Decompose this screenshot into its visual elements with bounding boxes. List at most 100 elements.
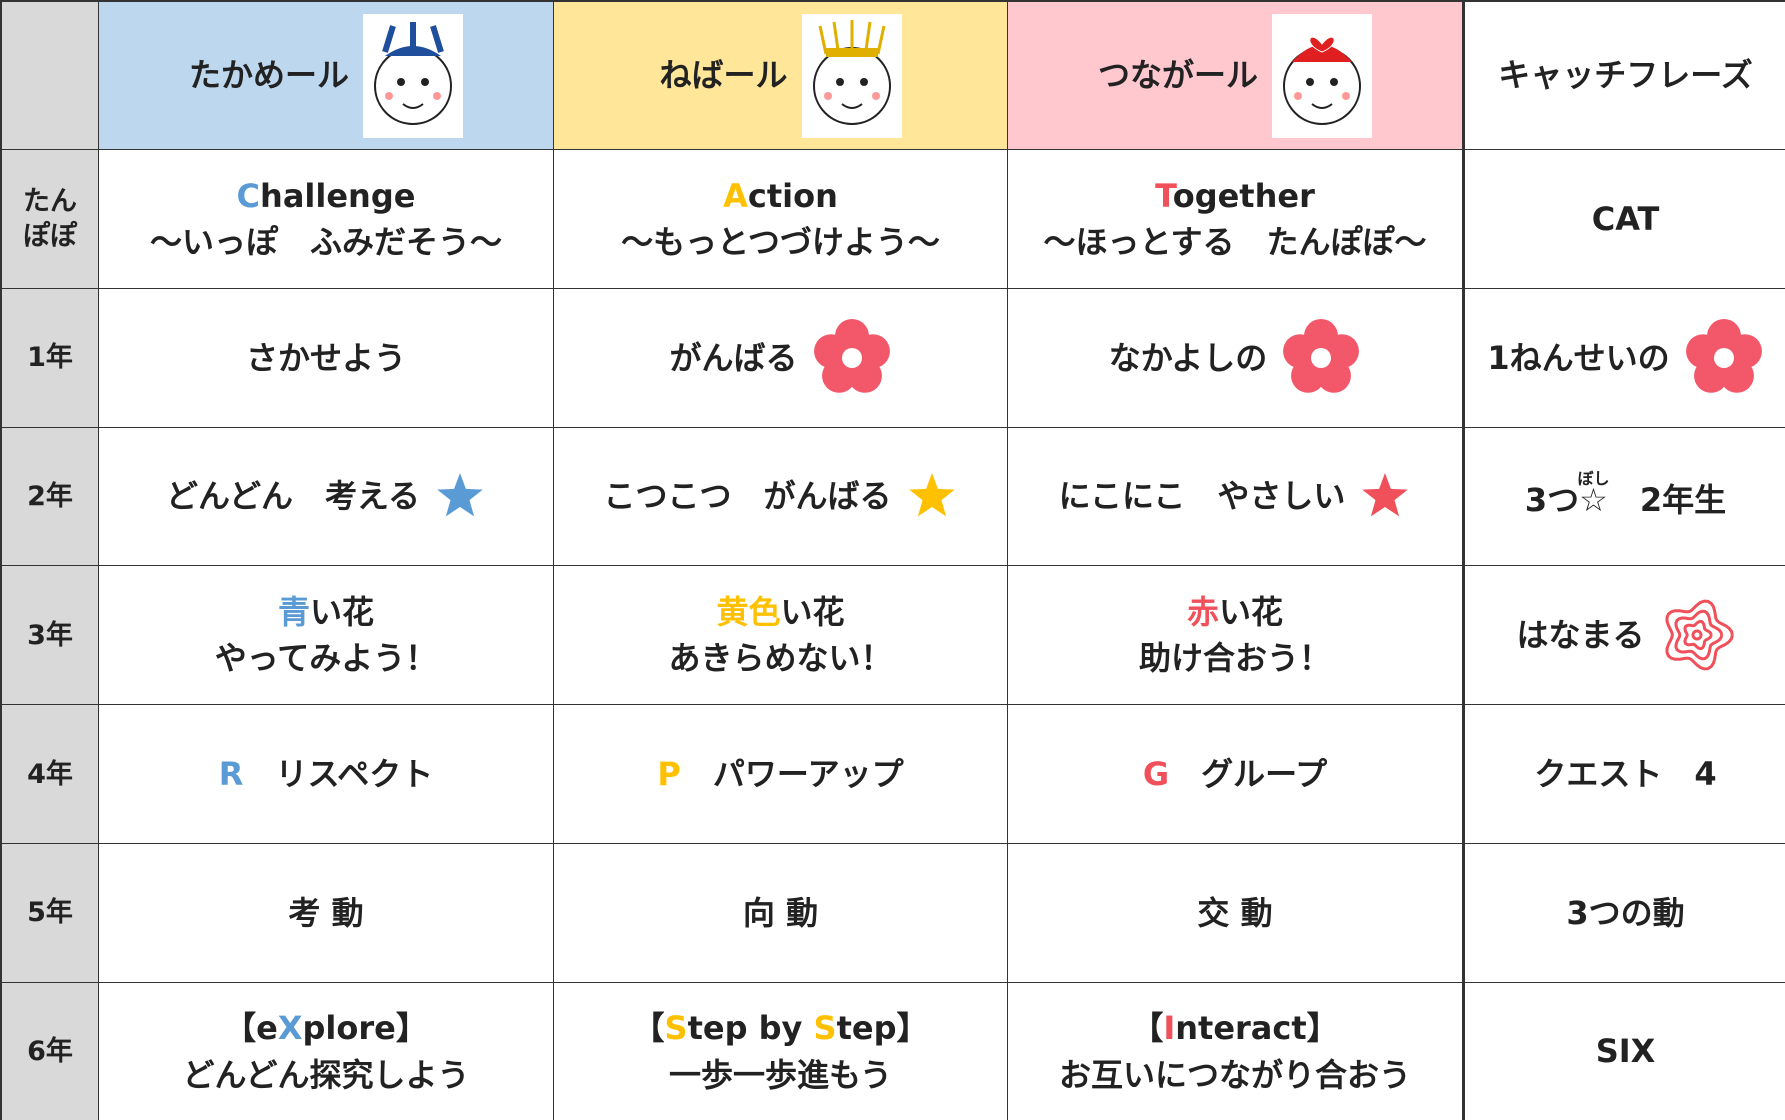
text-line: 【Step by Step】: [633, 1005, 929, 1051]
table-cell: Action ～もっとつづけよう～: [554, 150, 1008, 289]
text-segment: P: [657, 754, 681, 793]
ruby-text: ☆ぼし: [1577, 469, 1609, 519]
text-segment: い花: [780, 592, 845, 631]
text-line: CAT: [1592, 196, 1660, 242]
row-label: たん ぽぽ: [2, 150, 99, 289]
cell-text: 【eXplore】 どんどん探究しよう: [182, 1005, 469, 1098]
text-segment: い花: [310, 592, 375, 631]
cell-text: Challenge ～いっぽ ふみだそう～: [150, 173, 502, 266]
text-segment: どんどん 考える: [165, 477, 421, 516]
star-icon: [1362, 473, 1409, 517]
cell-text: P パワーアップ: [657, 751, 903, 797]
header-cell: つながール: [1008, 2, 1463, 150]
header-cell: キャッチフレーズ: [1463, 2, 1785, 150]
row-label-text: 2年: [27, 480, 73, 512]
text-line: 【eXplore】: [182, 1005, 469, 1051]
text-line: こつこつ がんばる: [603, 473, 891, 519]
table-cell: 1ねんせいの: [1463, 288, 1785, 428]
text-segment: がんばる: [669, 338, 798, 377]
cell-text: 向 動: [743, 890, 818, 936]
text-line: はなまる: [1516, 612, 1644, 658]
text-segment: I: [1163, 1009, 1176, 1048]
mascot-face: [363, 13, 463, 138]
text-segment: T: [1155, 176, 1173, 215]
cell-text: 3つの動: [1566, 890, 1684, 936]
text-segment: plore】: [302, 1009, 428, 1048]
row-label: 2年: [2, 427, 99, 567]
text-segment: パワーアップ: [680, 754, 904, 793]
text-line: 黄色い花: [668, 589, 892, 635]
text-segment: 【e: [224, 1009, 278, 1048]
text-line: Together: [1043, 173, 1426, 219]
table-cell: 赤い花 助け合おう！: [1008, 566, 1463, 706]
row-label: 3年: [2, 566, 99, 706]
text-line: R リスペクト: [219, 751, 433, 797]
mascot-face: [1272, 13, 1372, 138]
table-cell: 【eXplore】 どんどん探究しよう: [99, 982, 554, 1120]
table-cell: 向 動: [554, 843, 1008, 983]
text-segment: X: [277, 1009, 303, 1048]
table-cell: G グループ: [1008, 705, 1463, 844]
text-line: 【Interact】: [1059, 1005, 1411, 1051]
cell-text: 黄色い花 あきらめない！: [668, 589, 892, 682]
row-label: 4年: [2, 705, 99, 844]
text-segment: 【: [1131, 1009, 1164, 1048]
table-cell: 交 動: [1008, 843, 1463, 983]
cell-text: CAT: [1592, 196, 1660, 242]
text-segment: R: [218, 754, 244, 793]
text-segment: さかせよう: [245, 338, 406, 377]
row-label-text: 3年: [27, 619, 73, 651]
text-segment: tep by: [687, 1009, 814, 1048]
text-line: 一歩一歩進もう: [633, 1052, 929, 1098]
text-segment: G: [1142, 754, 1170, 793]
table-cell: はなまる: [1463, 566, 1785, 706]
text-line: お互いにつながり合おう: [1059, 1052, 1411, 1098]
text-segment: 【: [632, 1009, 665, 1048]
table-cell: CAT: [1463, 150, 1785, 289]
cell-text: どんどん 考える: [166, 473, 420, 519]
flower-icon: [1283, 318, 1360, 393]
cell-text: G グループ: [1143, 751, 1327, 797]
table-cell: 青い花 やってみよう！: [99, 566, 554, 706]
text-segment: hallenge: [260, 176, 416, 215]
ruby-reading: ぼし: [1577, 469, 1610, 489]
text-segment: 赤: [1186, 592, 1219, 631]
table-cell: 【Step by Step】 一歩一歩進もう: [554, 982, 1008, 1120]
text-line: にこにこ やさしい: [1059, 473, 1346, 519]
text-segment: 青: [277, 592, 310, 631]
text-line: Challenge: [150, 173, 502, 219]
text-segment: 考 動: [288, 893, 364, 932]
text-segment: 1ねんせいの: [1487, 338, 1670, 377]
text-segment: グループ: [1169, 754, 1328, 793]
text-segment: はなまる: [1516, 616, 1645, 655]
text-segment: S: [813, 1009, 837, 1048]
text-segment: ～いっぽ ふみだそう～: [149, 222, 502, 261]
text-line: 3つの動: [1566, 890, 1684, 936]
text-line: 助け合おう！: [1139, 635, 1331, 681]
header-cell: ねばール: [554, 2, 1008, 150]
text-line: 交 動: [1197, 890, 1272, 936]
star-icon: [908, 473, 955, 517]
table-cell: どんどん 考える: [99, 427, 554, 567]
cell-text: 考 動: [288, 890, 363, 936]
header-title: キャッチフレーズ: [1498, 56, 1753, 95]
table-cell: こつこつ がんばる: [554, 427, 1008, 567]
cell-text: はなまる: [1516, 612, 1644, 658]
cell-text: 青い花 やってみよう！: [215, 589, 437, 682]
text-segment: クエスト 4: [1534, 754, 1717, 793]
text-line: あきらめない！: [668, 635, 892, 681]
table-cell: R リスペクト: [99, 705, 554, 844]
text-segment: 助け合おう！: [1138, 639, 1331, 678]
text-segment: SIX: [1595, 1032, 1656, 1071]
text-line: ～もっとつづけよう～: [621, 219, 940, 265]
cell-text: がんばる: [669, 335, 797, 381]
table-cell: 3つ☆ぼし 2年生: [1463, 427, 1785, 567]
text-segment: C: [236, 176, 261, 215]
cell-text: さかせよう: [246, 335, 406, 381]
text-segment: ogether: [1172, 176, 1315, 215]
cell-text: 交 動: [1197, 890, 1272, 936]
text-segment: 向 動: [742, 893, 819, 932]
text-segment: 黄色: [716, 592, 781, 631]
row-label-text: 1年: [27, 342, 73, 374]
cell-text: なかよしの: [1109, 335, 1267, 381]
